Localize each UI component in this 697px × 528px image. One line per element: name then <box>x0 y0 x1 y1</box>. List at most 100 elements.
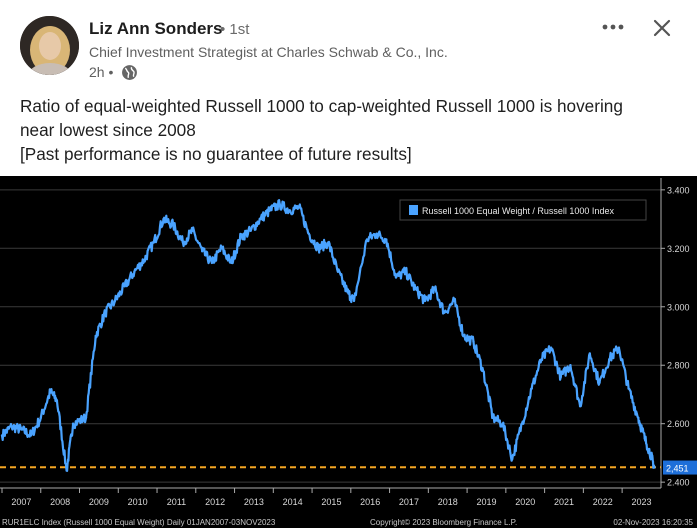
x-tick-label: 2023 <box>631 497 651 507</box>
x-tick-label: 2022 <box>593 497 613 507</box>
data-point <box>268 209 272 212</box>
data-point <box>181 241 185 244</box>
data-point <box>627 387 630 390</box>
x-tick-label: 2019 <box>476 497 496 507</box>
data-point <box>152 241 155 244</box>
data-point <box>278 203 281 206</box>
data-point <box>49 390 52 393</box>
data-point <box>549 346 553 349</box>
data-point <box>404 270 407 273</box>
y-tick-label: 3.200 <box>667 244 690 254</box>
data-point <box>297 206 301 209</box>
post-timestamp: 2h • <box>89 64 114 80</box>
legend-swatch <box>409 205 418 215</box>
data-point <box>491 416 495 419</box>
more-horizontal-icon[interactable] <box>600 16 626 38</box>
data-point <box>55 399 59 402</box>
data-point <box>65 469 68 472</box>
chart-image[interactable]: 2.400 2.600 2.800 3.000 3.200 3.400 2,451 2007… <box>0 176 697 528</box>
x-tick-label: 2014 <box>283 497 303 507</box>
connection-degree: • 1st <box>220 21 250 38</box>
chart-footer-right: 02-Nov-2023 16:20:35 <box>613 518 693 527</box>
data-point <box>520 422 524 425</box>
data-point <box>133 270 136 273</box>
y-tick-label: 3.000 <box>667 302 690 312</box>
post-text-line: near lowest since 2008 <box>20 120 196 140</box>
data-point <box>578 405 582 408</box>
x-tick-label: 2010 <box>128 497 148 507</box>
data-point <box>637 416 640 419</box>
author-name[interactable]: Liz Ann Sonders <box>89 19 223 38</box>
data-point <box>307 232 310 235</box>
globe-icon <box>121 64 138 81</box>
data-point <box>142 258 146 262</box>
x-tick-label: 2007 <box>11 497 31 507</box>
data-point <box>365 238 369 241</box>
data-point <box>210 261 214 265</box>
data-point <box>472 340 475 343</box>
author-avatar[interactable] <box>20 16 79 75</box>
post-header: Liz Ann Sonders • 1st Chief Investment S… <box>0 0 697 90</box>
x-tick-label: 2021 <box>554 497 574 507</box>
data-point <box>20 428 23 431</box>
post-text: Ratio of equal-weighted Russell 1000 to … <box>20 94 680 166</box>
legend-box <box>399 199 647 221</box>
data-point <box>501 422 504 425</box>
data-point <box>385 238 388 241</box>
data-point <box>482 369 485 373</box>
y-tick-label: 2.600 <box>667 419 690 429</box>
data-point <box>317 247 320 250</box>
x-tick-label: 2020 <box>515 497 535 507</box>
data-point <box>220 247 223 250</box>
chart-footer-center: Copyright© 2023 Bloomberg Finance L.P. <box>370 518 517 527</box>
data-point <box>346 291 349 294</box>
data-point <box>608 358 611 361</box>
data-point <box>113 299 117 303</box>
data-point <box>511 457 514 460</box>
data-point <box>191 229 194 232</box>
close-icon[interactable] <box>650 16 674 40</box>
data-point <box>414 288 417 291</box>
data-point <box>588 352 591 355</box>
y-tick-label: 2.800 <box>667 361 690 371</box>
data-point <box>653 466 656 469</box>
data-point <box>569 364 572 367</box>
data-point <box>650 454 653 457</box>
x-tick-label: 2017 <box>399 497 419 507</box>
data-point <box>598 381 601 384</box>
series-line <box>0 199 656 472</box>
data-point <box>84 416 88 419</box>
data-point <box>433 288 436 291</box>
data-point <box>462 334 466 338</box>
x-tick-label: 2015 <box>321 497 341 507</box>
post-text-line: [Past performance is no guarantee of fut… <box>20 144 412 164</box>
data-point <box>104 311 107 314</box>
data-point <box>394 276 398 279</box>
data-point <box>249 229 252 232</box>
data-point <box>39 416 42 419</box>
data-point <box>239 235 243 238</box>
data-point <box>540 358 543 361</box>
x-tick-label: 2011 <box>167 497 186 507</box>
current-value-box <box>663 460 697 475</box>
data-point <box>559 375 562 379</box>
x-tick-label: 2012 <box>205 497 225 507</box>
data-point <box>423 299 427 303</box>
data-point <box>172 223 175 227</box>
data-point <box>375 232 378 235</box>
data-point <box>259 217 262 221</box>
current-value-label: 2,451 <box>666 464 689 474</box>
data-point <box>162 217 165 221</box>
x-tick-label: 2018 <box>438 497 458 507</box>
data-point <box>123 285 126 288</box>
data-point <box>230 261 233 265</box>
data-point <box>530 387 533 390</box>
data-point <box>327 241 330 244</box>
data-point <box>643 437 646 440</box>
data-point <box>288 209 291 212</box>
x-tick-label: 2013 <box>244 497 264 507</box>
data-point <box>0 434 4 437</box>
author-headline: Chief Investment Strategist at Charles S… <box>89 44 448 60</box>
data-point <box>443 311 446 314</box>
post-text-line: Ratio of equal-weighted Russell 1000 to … <box>20 96 623 116</box>
